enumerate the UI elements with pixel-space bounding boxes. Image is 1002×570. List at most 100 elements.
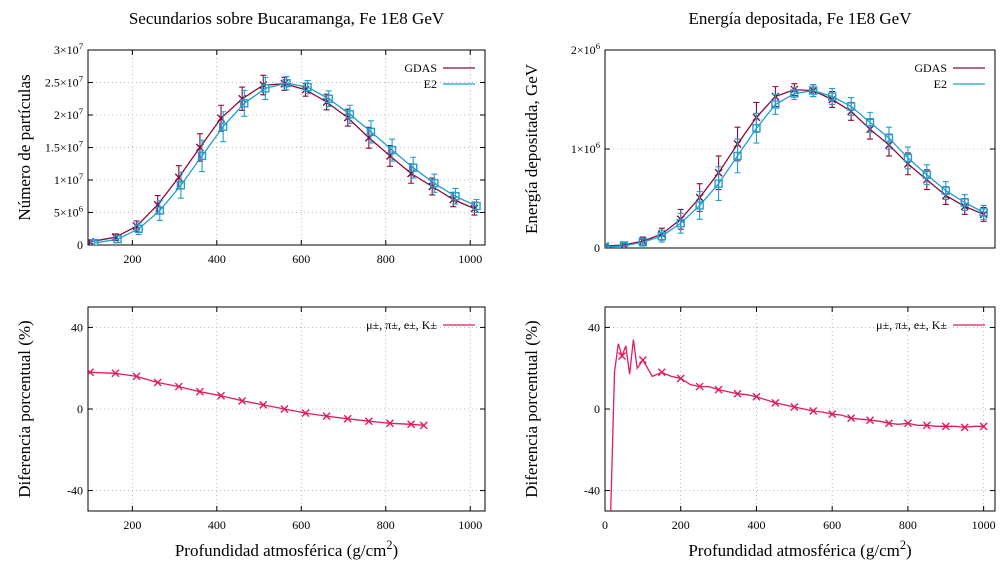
plot-frame: [87, 306, 486, 512]
error-bar: [177, 171, 184, 199]
data-point: [714, 385, 723, 394]
data-point: [259, 400, 268, 409]
error-bar: [473, 198, 480, 214]
error-bar: [325, 90, 332, 108]
legend: μ±, π±, e±, K±: [876, 318, 985, 332]
data-point: [303, 82, 312, 92]
data-point: [261, 84, 270, 93]
x-tick-label: 600: [823, 518, 841, 532]
data-point: [884, 419, 893, 428]
data-point: [472, 201, 481, 211]
data-point: [827, 92, 837, 101]
series-diff: [610, 339, 988, 511]
x-tick-label: 800: [377, 518, 395, 532]
chart-top-right: 0 1×106 2×106 Energía depositada, Fe 1E8 Ge…: [522, 9, 996, 255]
data-point: [657, 368, 666, 377]
data-point: [790, 89, 799, 98]
data-point: [218, 122, 228, 131]
data-point: [90, 238, 99, 245]
series-diff: [88, 368, 428, 430]
data-point: [324, 94, 333, 103]
data-point: [941, 186, 950, 195]
data-point: [960, 198, 969, 207]
data-point: [695, 201, 704, 210]
legend-label: E2: [424, 77, 437, 91]
data-point: [238, 396, 247, 405]
error-bar: [923, 164, 930, 186]
data-point: [407, 420, 416, 429]
data-point: [865, 118, 875, 127]
series-line: [94, 82, 477, 244]
x-tick-label: 800: [377, 252, 395, 266]
error-bar: [829, 88, 836, 105]
error-bar: [696, 191, 703, 220]
data-point: [771, 100, 780, 109]
x-tick-label: 800: [899, 518, 917, 532]
series-gdas: [88, 74, 479, 245]
data-point: [979, 208, 988, 217]
error-bar: [346, 104, 353, 124]
plot-frame: [604, 306, 996, 512]
x-tick-label: 200: [123, 518, 141, 532]
error-bar: [942, 181, 949, 201]
data-point: [619, 241, 629, 248]
y-axis-label: Número de partículas: [15, 74, 34, 220]
y-tick-label: 2×106: [571, 41, 601, 57]
x-tick-label: 1000: [972, 518, 996, 532]
error-bar: [367, 120, 374, 144]
data-point: [387, 145, 397, 155]
data-point: [132, 372, 141, 381]
y-tick-label: 1.5×107: [45, 139, 84, 155]
error-bar: [91, 240, 98, 245]
y-axis-label: Diferencia porcentual (%): [522, 320, 541, 497]
y-tick-label: 0: [77, 402, 83, 416]
x-tick-label: 400: [208, 252, 226, 266]
y-tick-label: 3×107: [54, 41, 84, 57]
data-point: [752, 392, 761, 401]
error-bar: [156, 200, 163, 221]
data-point: [345, 110, 355, 119]
data-point: [197, 151, 207, 161]
data-point: [846, 102, 856, 111]
error-bar: [715, 166, 722, 202]
grid: [88, 49, 485, 246]
error-bar: [677, 212, 684, 234]
x-axis-label: Profundidad atmosférica (g/cm2): [175, 538, 398, 560]
data-point: [733, 151, 742, 161]
y-tick-label: 0: [77, 238, 83, 252]
data-point: [828, 410, 837, 419]
x-tick-label: 600: [292, 252, 310, 266]
series-gdas: [605, 83, 988, 248]
error-bar: [772, 94, 779, 115]
data-point: [676, 374, 685, 383]
error-bar: [431, 173, 438, 193]
x-tick-label: 600: [292, 518, 310, 532]
plot-area: [605, 83, 988, 248]
data-point: [195, 387, 204, 396]
data-point: [752, 124, 761, 133]
data-point: [638, 356, 647, 365]
legend: GDAS E2: [914, 61, 985, 91]
data-point: [903, 153, 913, 163]
y-tick-label: 1×106: [571, 140, 601, 156]
data-point: [714, 179, 723, 188]
y-axis-label: Energía depositada, GeV: [522, 63, 541, 234]
x-tick-label: 400: [208, 518, 226, 532]
data-point: [733, 389, 742, 398]
y-tick-label: 0: [594, 241, 600, 255]
data-point: [979, 422, 988, 431]
x-tick-label: 1000: [458, 252, 482, 266]
data-point: [618, 351, 627, 360]
data-point: [113, 234, 122, 244]
data-point: [695, 382, 704, 391]
error-bar: [199, 139, 206, 173]
data-point: [809, 86, 818, 95]
data-point: [430, 179, 439, 188]
error-bar: [885, 126, 892, 150]
data-point: [866, 416, 875, 425]
data-point: [385, 419, 394, 428]
y-tick-label: 2×107: [54, 106, 84, 122]
error-bar: [241, 89, 248, 117]
y-tick-label: -40: [67, 484, 83, 498]
